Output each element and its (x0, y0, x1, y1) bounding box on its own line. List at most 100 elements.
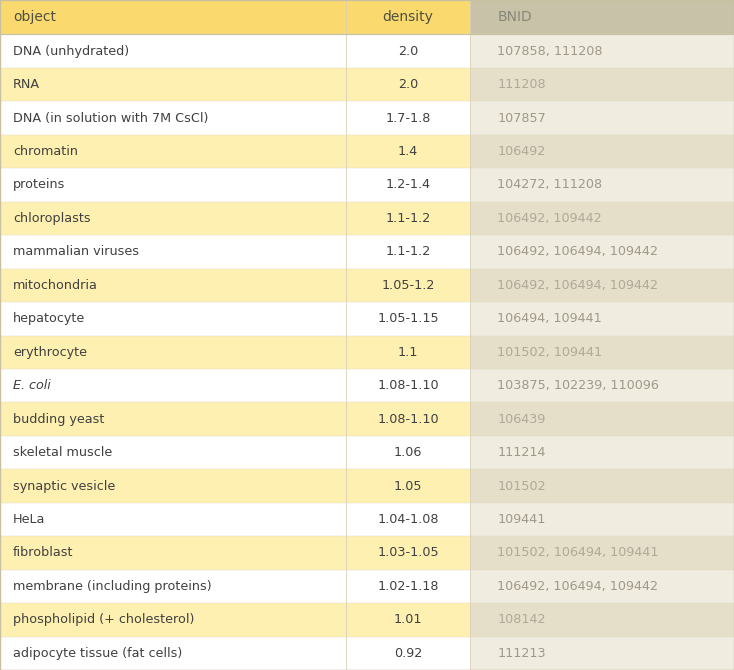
Bar (470, 101, 734, 135)
Text: DNA (unhydrated): DNA (unhydrated) (13, 45, 129, 58)
Bar (0, 168, 346, 202)
Text: 2.0: 2.0 (398, 78, 418, 91)
Text: 1.08-1.10: 1.08-1.10 (377, 413, 439, 425)
Bar (470, 336, 734, 369)
Text: 106492, 106494, 109442: 106492, 106494, 109442 (497, 580, 658, 593)
Bar (470, 436, 734, 469)
Text: 103875, 102239, 110096: 103875, 102239, 110096 (497, 379, 659, 392)
Bar (0, 369, 346, 403)
Text: HeLa: HeLa (13, 513, 46, 526)
Bar (0, 603, 346, 636)
Text: 1.1-1.2: 1.1-1.2 (385, 245, 431, 259)
Bar (346, 636, 470, 670)
Text: 1.04-1.08: 1.04-1.08 (377, 513, 439, 526)
Bar (470, 135, 734, 168)
Text: 1.03-1.05: 1.03-1.05 (377, 547, 439, 559)
Bar (346, 68, 470, 101)
Bar (346, 101, 470, 135)
Text: RNA: RNA (13, 78, 40, 91)
Text: 101502, 109441: 101502, 109441 (497, 346, 603, 358)
Text: 108142: 108142 (497, 613, 546, 626)
Bar (346, 235, 470, 269)
Bar (470, 536, 734, 570)
Text: 1.01: 1.01 (394, 613, 422, 626)
Bar (346, 0, 470, 34)
Text: density: density (382, 10, 434, 24)
Text: proteins: proteins (13, 178, 65, 192)
Text: mitochondria: mitochondria (13, 279, 98, 292)
Text: 1.05: 1.05 (394, 480, 422, 492)
Bar (0, 536, 346, 570)
Bar (0, 68, 346, 101)
Text: erythrocyte: erythrocyte (13, 346, 87, 358)
Bar (0, 436, 346, 469)
Bar (0, 235, 346, 269)
Text: budding yeast: budding yeast (13, 413, 104, 425)
Bar (346, 436, 470, 469)
Text: 1.1-1.2: 1.1-1.2 (385, 212, 431, 225)
Bar (346, 302, 470, 336)
Bar (0, 636, 346, 670)
Text: 107858, 111208: 107858, 111208 (497, 45, 603, 58)
Bar (346, 536, 470, 570)
Text: fibroblast: fibroblast (13, 547, 73, 559)
Text: BNID: BNID (497, 10, 532, 24)
Text: 106492, 106494, 109442: 106492, 106494, 109442 (497, 245, 658, 259)
Bar (346, 403, 470, 436)
Bar (470, 502, 734, 536)
Text: hepatocyte: hepatocyte (13, 312, 85, 325)
Bar (346, 336, 470, 369)
Text: 1.2-1.4: 1.2-1.4 (385, 178, 431, 192)
Text: synaptic vesicle: synaptic vesicle (13, 480, 115, 492)
Bar (0, 202, 346, 235)
Text: DNA (in solution with 7M CsCl): DNA (in solution with 7M CsCl) (13, 112, 208, 125)
Text: object: object (13, 10, 57, 24)
Text: 1.08-1.10: 1.08-1.10 (377, 379, 439, 392)
Bar (470, 235, 734, 269)
Bar (0, 34, 346, 68)
Bar (0, 336, 346, 369)
Bar (470, 0, 734, 34)
Bar (346, 269, 470, 302)
Bar (0, 101, 346, 135)
Bar (346, 603, 470, 636)
Bar (0, 135, 346, 168)
Text: 2.0: 2.0 (398, 45, 418, 58)
Bar (0, 403, 346, 436)
Bar (346, 135, 470, 168)
Bar (470, 570, 734, 603)
Text: 111214: 111214 (497, 446, 546, 459)
Text: 106492: 106492 (497, 145, 545, 158)
Text: 101502, 106494, 109441: 101502, 106494, 109441 (497, 547, 659, 559)
Text: 0.92: 0.92 (394, 647, 422, 660)
Text: 104272, 111208: 104272, 111208 (497, 178, 603, 192)
Text: 111208: 111208 (497, 78, 546, 91)
Text: phospholipid (+ cholesterol): phospholipid (+ cholesterol) (13, 613, 195, 626)
Text: 106494, 109441: 106494, 109441 (497, 312, 602, 325)
Bar (470, 403, 734, 436)
Text: 1.06: 1.06 (394, 446, 422, 459)
Bar (346, 168, 470, 202)
Text: 111213: 111213 (497, 647, 546, 660)
Bar (470, 34, 734, 68)
Text: 1.4: 1.4 (398, 145, 418, 158)
Text: 107857: 107857 (497, 112, 546, 125)
Text: 106439: 106439 (497, 413, 545, 425)
Text: 106492, 109442: 106492, 109442 (497, 212, 602, 225)
Bar (470, 68, 734, 101)
Bar (346, 202, 470, 235)
Text: chromatin: chromatin (13, 145, 79, 158)
Text: 1.05-1.15: 1.05-1.15 (377, 312, 439, 325)
Bar (470, 269, 734, 302)
Bar (346, 570, 470, 603)
Text: 109441: 109441 (497, 513, 545, 526)
Text: 101502: 101502 (497, 480, 546, 492)
Text: 106492, 106494, 109442: 106492, 106494, 109442 (497, 279, 658, 292)
Text: mammalian viruses: mammalian viruses (13, 245, 139, 259)
Text: adipocyte tissue (fat cells): adipocyte tissue (fat cells) (13, 647, 183, 660)
Bar (0, 502, 346, 536)
Bar (470, 202, 734, 235)
Bar (0, 570, 346, 603)
Bar (0, 269, 346, 302)
Text: membrane (including proteins): membrane (including proteins) (13, 580, 212, 593)
